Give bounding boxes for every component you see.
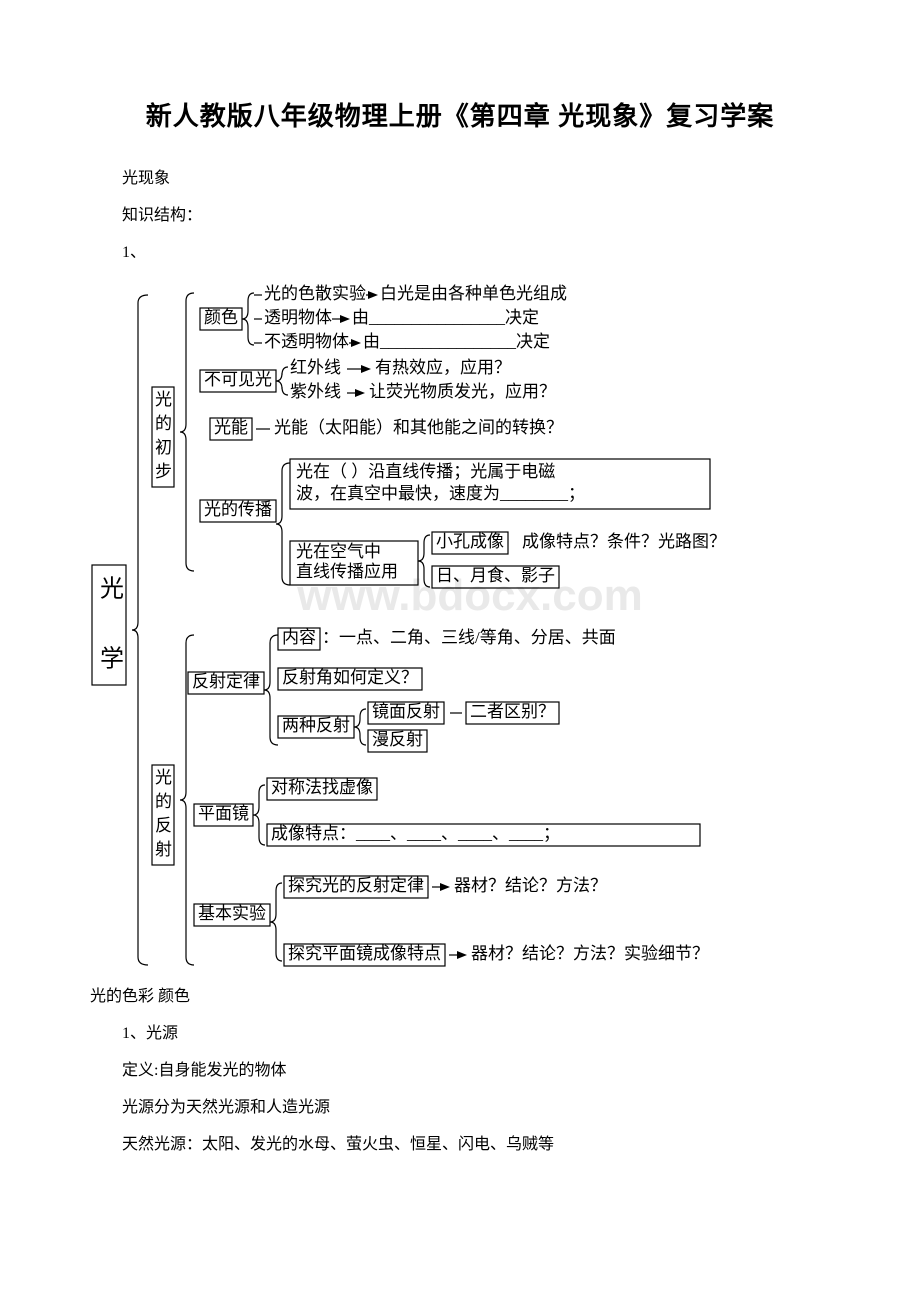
svg-text:颜色: 颜色	[204, 308, 238, 327]
svg-text:光: 光	[155, 768, 172, 787]
svg-text:日、月食、影子: 日、月食、影子	[436, 566, 555, 585]
svg-text:白光是由各种单色光组成: 白光是由各种单色光组成	[380, 284, 567, 303]
svg-text:镜面反射: 镜面反射	[372, 702, 440, 721]
intro-line-1: 光现象	[90, 161, 830, 198]
svg-text:光能（太阳能）和其他能之间的转换？: 光能（太阳能）和其他能之间的转换？	[274, 418, 563, 437]
svg-text:基本实验: 基本实验	[198, 904, 266, 923]
svg-text:光: 光	[155, 390, 172, 409]
svg-text:不可见光: 不可见光	[204, 370, 272, 389]
svg-text:反射定律: 反射定律	[192, 672, 260, 691]
svg-text:射: 射	[155, 840, 172, 859]
svg-text:探究平面镜成像特点: 探究平面镜成像特点	[288, 944, 441, 963]
svg-text:紫外线: 紫外线	[290, 382, 341, 401]
svg-text:由________________决定: 由________________决定	[352, 308, 539, 327]
svg-text:小孔成像: 小孔成像	[436, 532, 504, 551]
svg-text:光在（ ）沿直线传播；光属于电磁: 光在（ ）沿直线传播；光属于电磁	[296, 462, 555, 481]
svg-text:由________________决定: 由________________决定	[363, 332, 550, 351]
svg-text:器材？结论？方法？实验细节？: 器材？结论？方法？实验细节？	[471, 944, 709, 963]
svg-text:平面镜: 平面镜	[198, 804, 249, 823]
svg-text:反: 反	[155, 816, 172, 835]
svg-text:的: 的	[155, 414, 172, 433]
svg-text:光在空气中: 光在空气中	[296, 542, 381, 561]
svg-text:反射角如何定义？: 反射角如何定义？	[282, 668, 418, 687]
after-line-4: 光源分为天然光源和人造光源	[90, 1090, 830, 1127]
svg-text:器材？结论？方法？: 器材？结论？方法？	[454, 876, 607, 895]
after-line-5: 天然光源：太阳、发光的水母、萤火虫、恒星、闪电、乌贼等	[90, 1127, 830, 1164]
svg-text:有热效应，应用？: 有热效应，应用？	[375, 358, 511, 377]
svg-text:二者区别？: 二者区别？	[470, 702, 555, 721]
concept-diagram: www.bdocx.com光学光的初步颜色光的色散实验白光是由各种单色光组成透明…	[90, 275, 830, 975]
after-line-1: 光的色彩 颜色	[90, 979, 830, 1016]
svg-text:：一点、二角、三线/等角、分居、共面: ：一点、二角、三线/等角、分居、共面	[322, 628, 616, 647]
svg-text:光能: 光能	[214, 418, 248, 437]
svg-text:成像特点：____、____、____、____；: 成像特点：____、____、____、____；	[271, 824, 560, 843]
svg-text:探究光的反射定律: 探究光的反射定律	[288, 876, 424, 895]
intro-line-2: 知识结构：	[90, 198, 830, 235]
svg-text:对称法找虚像: 对称法找虚像	[271, 778, 373, 797]
svg-text:内容: 内容	[282, 628, 316, 647]
svg-text:两种反射: 两种反射	[282, 716, 350, 735]
svg-text:让荧光物质发光，应用？: 让荧光物质发光，应用？	[369, 382, 556, 401]
intro-line-3: 1、	[90, 235, 830, 272]
svg-text:光的传播: 光的传播	[204, 500, 272, 519]
svg-text:的: 的	[155, 792, 172, 811]
svg-text:初: 初	[155, 438, 172, 457]
svg-text:直线传播应用: 直线传播应用	[296, 562, 398, 581]
svg-text:步: 步	[155, 462, 172, 481]
svg-text:波，在真空中最快，速度为________；: 波，在真空中最快，速度为________；	[296, 484, 585, 503]
svg-text:不透明物体: 不透明物体	[264, 332, 349, 351]
svg-text:漫反射: 漫反射	[372, 730, 423, 749]
svg-text:红外线: 红外线	[290, 358, 341, 377]
page-title: 新人教版八年级物理上册《第四章 光现象》复习学案	[90, 96, 830, 133]
svg-text:透明物体: 透明物体	[264, 308, 332, 327]
svg-text:学: 学	[100, 646, 124, 673]
svg-text:光: 光	[100, 576, 124, 603]
after-line-3: 定义:自身能发光的物体	[90, 1053, 830, 1090]
svg-text:成像特点？条件？光路图？: 成像特点？条件？光路图？	[522, 532, 726, 551]
svg-text:光的色散实验: 光的色散实验	[264, 284, 366, 303]
after-line-2: 1、光源	[90, 1016, 830, 1053]
